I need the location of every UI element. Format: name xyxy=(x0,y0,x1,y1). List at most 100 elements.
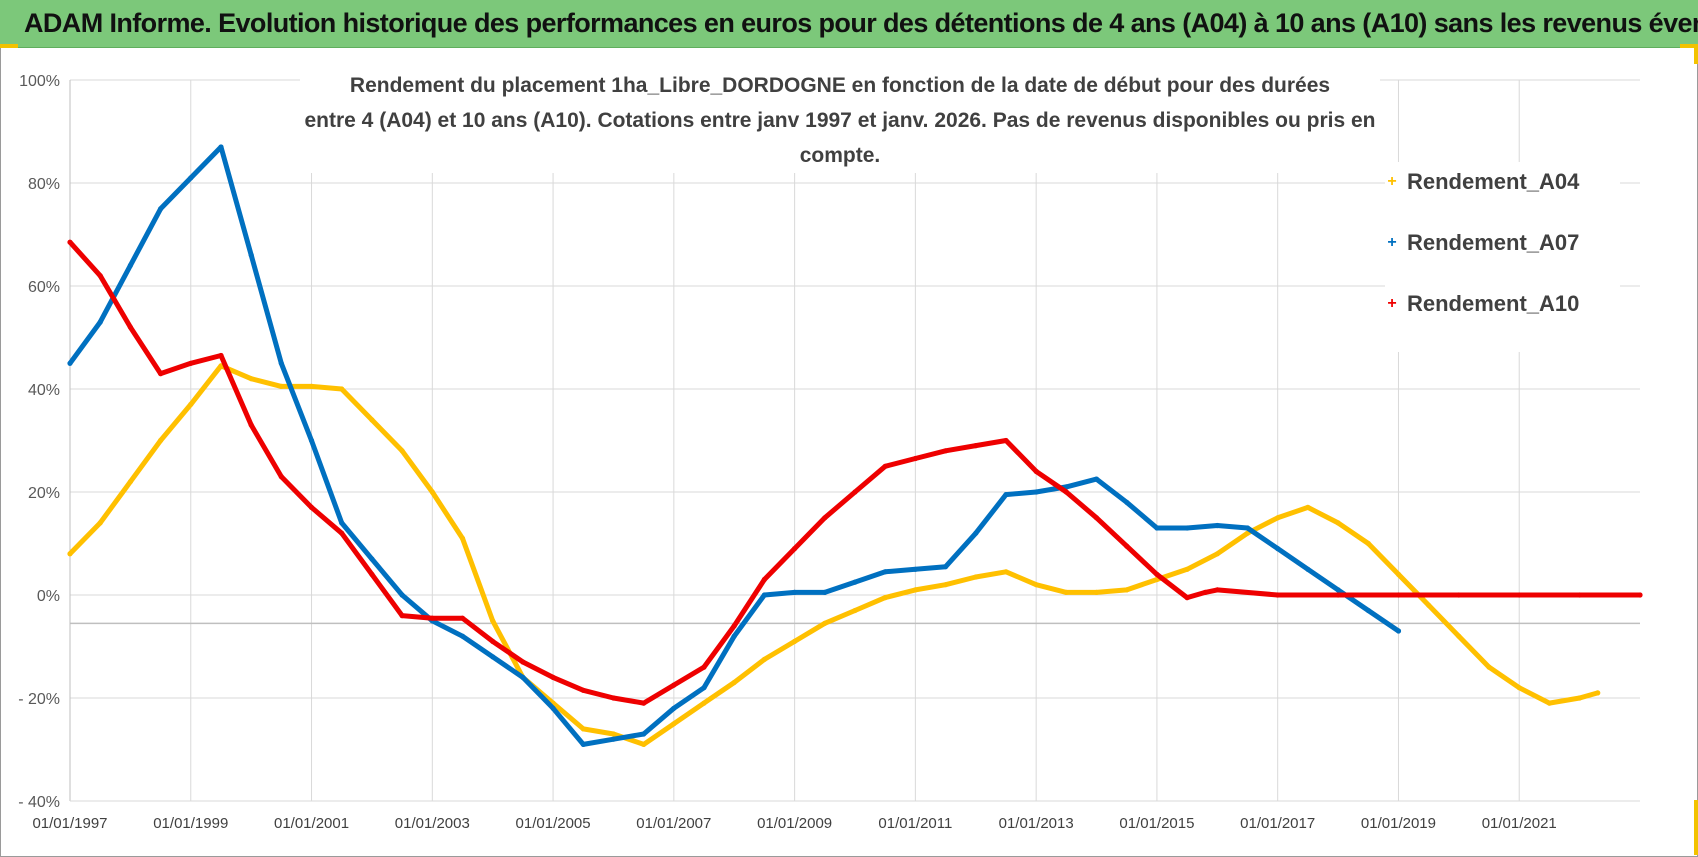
data-point-rendement_a04 xyxy=(459,535,466,542)
data-point-rendement_a07 xyxy=(701,685,707,691)
x-tick-label: 01/01/2009 xyxy=(757,815,832,832)
data-point-rendement_a10 xyxy=(1093,515,1100,521)
data-point-rendement_a04 xyxy=(1595,690,1601,696)
data-point-rendement_a10 xyxy=(67,239,73,245)
data-point-rendement_a07 xyxy=(490,654,496,660)
data-point-rendement_a04 xyxy=(1456,633,1462,639)
data-point-rendement_a04 xyxy=(1275,515,1281,521)
data-point-rendement_a10 xyxy=(1202,589,1208,596)
data-point-rendement_a04 xyxy=(973,574,979,580)
data-point-rendement_a07 xyxy=(792,589,798,596)
x-tick-label: 01/01/2021 xyxy=(1482,815,1557,832)
data-point-rendement_a04 xyxy=(1124,587,1130,593)
data-point-rendement_a04 xyxy=(369,417,375,423)
data-point-rendement_a04 xyxy=(1486,664,1492,670)
x-tick-label: 01/01/2011 xyxy=(878,815,952,832)
data-point-rendement_a04 xyxy=(127,479,133,485)
data-point-rendement_a07 xyxy=(973,530,979,536)
data-point-rendement_a07 xyxy=(67,360,73,366)
data-point-rendement_a07 xyxy=(308,437,315,444)
legend-label-a10: Rendement_A10 xyxy=(1407,291,1580,316)
data-point-rendement_a07 xyxy=(1154,525,1160,531)
data-point-rendement_a07 xyxy=(278,360,284,366)
data-point-rendement_a04 xyxy=(97,520,103,526)
data-point-rendement_a04 xyxy=(1516,685,1522,691)
data-point-rendement_a10 xyxy=(459,615,466,621)
data-point-rendement_a07 xyxy=(369,556,375,562)
data-point-rendement_a10 xyxy=(1637,592,1643,598)
data-point-rendement_a04 xyxy=(1063,589,1069,596)
data-point-rendement_a04 xyxy=(278,383,284,389)
data-point-rendement_a07 xyxy=(399,592,405,598)
data-point-rendement_a07 xyxy=(943,564,949,570)
series-line-rendement_a07 xyxy=(67,144,1401,747)
data-point-rendement_a07 xyxy=(731,633,737,639)
data-point-rendement_a10 xyxy=(822,515,828,521)
data-point-rendement_a04 xyxy=(792,638,798,645)
data-point-rendement_a10 xyxy=(308,504,315,510)
data-point-rendement_a10 xyxy=(97,273,103,279)
data-point-rendement_a04 xyxy=(339,386,345,392)
legend-label-a04: Rendement_A04 xyxy=(1407,169,1580,194)
y-tick-label: 40% xyxy=(28,382,60,399)
data-point-rendement_a04 xyxy=(1395,571,1402,578)
data-point-rendement_a04 xyxy=(1305,504,1311,510)
data-point-rendement_a10 xyxy=(339,530,345,536)
corner-accent-right-top xyxy=(1694,44,1698,64)
x-tick-label: 01/01/2015 xyxy=(1119,815,1194,832)
data-point-rendement_a04 xyxy=(248,376,254,382)
series-layer xyxy=(67,144,1643,748)
data-point-rendement_a07 xyxy=(1093,476,1100,482)
data-point-rendement_a04 xyxy=(67,551,73,557)
data-point-rendement_a10 xyxy=(701,664,707,670)
data-point-rendement_a10 xyxy=(490,638,496,645)
data-point-rendement_a07 xyxy=(459,633,466,639)
data-point-rendement_a07 xyxy=(671,705,677,711)
data-point-rendement_a10 xyxy=(278,474,284,480)
data-point-rendement_a04 xyxy=(1577,695,1583,701)
data-point-rendement_a10 xyxy=(671,682,677,688)
data-point-rendement_a04 xyxy=(852,607,858,614)
data-point-rendement_a07 xyxy=(852,579,858,585)
x-tick-label: 01/01/2001 xyxy=(274,815,349,832)
data-point-rendement_a04 xyxy=(701,700,707,706)
corner-accent-top-left xyxy=(0,44,18,48)
corner-accent-right-bottom xyxy=(1694,800,1698,855)
data-point-rendement_a07 xyxy=(1305,566,1311,572)
chart-title-line-1: Rendement du placement 1ha_Libre_DORDOGN… xyxy=(349,74,1331,97)
data-point-rendement_a04 xyxy=(399,448,405,454)
data-point-rendement_a10 xyxy=(1395,592,1402,598)
data-point-rendement_a07 xyxy=(1244,525,1251,531)
data-point-rendement_a10 xyxy=(429,615,435,621)
data-point-rendement_a04 xyxy=(308,383,315,389)
data-point-rendement_a10 xyxy=(1275,592,1281,598)
data-point-rendement_a04 xyxy=(912,587,919,593)
data-point-rendement_a10 xyxy=(641,700,647,706)
data-point-rendement_a04 xyxy=(1033,582,1039,588)
data-point-rendement_a07 xyxy=(1184,525,1190,531)
data-point-rendement_a10 xyxy=(520,659,526,665)
data-point-rendement_a10 xyxy=(1154,571,1160,578)
data-point-rendement_a07 xyxy=(97,319,103,325)
data-point-rendement_a10 xyxy=(248,422,254,428)
x-tick-label: 01/01/1999 xyxy=(153,815,228,832)
data-point-rendement_a04 xyxy=(490,618,496,624)
y-tick-label: 0% xyxy=(37,588,60,605)
data-point-rendement_a10 xyxy=(973,443,979,449)
data-point-rendement_a10 xyxy=(1516,592,1522,598)
data-point-rendement_a04 xyxy=(731,679,737,686)
data-point-rendement_a10 xyxy=(943,448,949,454)
data-point-rendement_a07 xyxy=(1214,522,1220,529)
data-point-rendement_a07 xyxy=(912,566,919,572)
data-point-rendement_a07 xyxy=(641,731,647,737)
data-point-rendement_a10 xyxy=(218,352,224,359)
legend-marker-a10: + xyxy=(1387,295,1397,312)
x-tick-label: 01/01/1997 xyxy=(32,815,107,832)
y-tick-label: 60% xyxy=(28,279,60,296)
data-point-rendement_a10 xyxy=(1184,595,1190,601)
x-tick-label: 01/01/2017 xyxy=(1240,815,1315,832)
x-tick-label: 01/01/2003 xyxy=(395,815,470,832)
y-tick-label: 100% xyxy=(19,73,60,90)
data-point-rendement_a04 xyxy=(580,726,586,732)
data-point-rendement_a10 xyxy=(1214,587,1220,593)
